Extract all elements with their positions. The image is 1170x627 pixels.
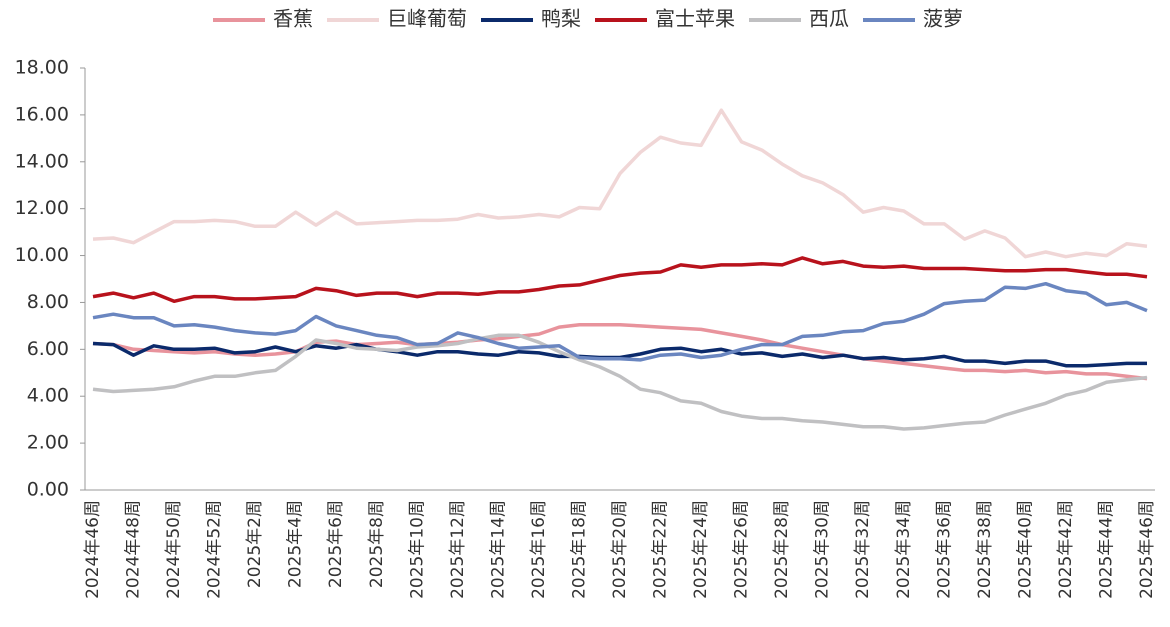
y-tick-label: 4.00 [27,385,69,407]
x-tick-label: 2025年32周 [853,500,873,599]
x-tick-label: 2024年48周 [124,500,144,599]
x-tick-label: 2025年18周 [569,500,589,599]
x-tick-label: 2025年20周 [610,500,630,599]
series-line [92,333,1148,431]
y-tick-label: 10.00 [15,244,69,266]
x-tick-label: 2024年50周 [164,500,184,599]
x-tick-label: 2025年28周 [772,500,792,599]
x-tick-label: 2025年30周 [813,500,833,599]
x-tick-label: 2024年46周 [83,500,103,599]
x-tick-label: 2024年52周 [205,500,225,599]
legend-label: 巨峰葡萄 [387,7,467,31]
series-line [92,256,1148,304]
x-tick-label: 2025年34周 [894,500,914,599]
x-tick-label: 2025年8周 [367,500,387,588]
y-tick-label: 14.00 [15,150,69,172]
x-tick-label: 2025年22周 [651,500,671,599]
x-tick-label: 2025年46周 [1137,500,1157,599]
y-tick-label: 0.00 [27,479,69,501]
x-tick-label: 2025年24周 [691,500,711,599]
series-line [92,281,1148,362]
x-tick-label: 2025年16周 [529,500,549,599]
x-tick-label: 2025年42周 [1056,500,1076,599]
legend-label: 香蕉 [273,7,313,31]
x-tick-label: 2025年4周 [286,500,306,588]
series-line [92,322,1148,381]
x-tick-label: 2025年2周 [245,500,265,588]
y-tick-label: 8.00 [27,291,69,313]
x-tick-label: 2025年6周 [326,500,346,588]
x-tick-label: 2025年26周 [732,500,752,599]
legend-label: 西瓜 [809,7,849,31]
series-line [92,108,1148,259]
x-tick-label: 2025年44周 [1096,500,1116,599]
y-tick-label: 6.00 [27,338,69,360]
y-tick-label: 18.00 [15,57,69,79]
legend-label: 鸭梨 [541,7,581,31]
y-tick-label: 16.00 [15,103,69,125]
x-tick-label: 2025年14周 [488,500,508,599]
y-tick-label: 12.00 [15,197,69,219]
y-tick-label: 2.00 [27,432,69,454]
x-tick-label: 2025年36周 [934,500,954,599]
legend-label: 富士苹果 [655,7,735,31]
x-tick-label: 2025年38周 [975,500,995,599]
x-tick-label: 2025年40周 [1015,500,1035,599]
x-tick-label: 2025年12周 [448,500,468,599]
legend-label: 菠萝 [923,7,963,31]
x-tick-label: 2025年10周 [407,500,427,599]
